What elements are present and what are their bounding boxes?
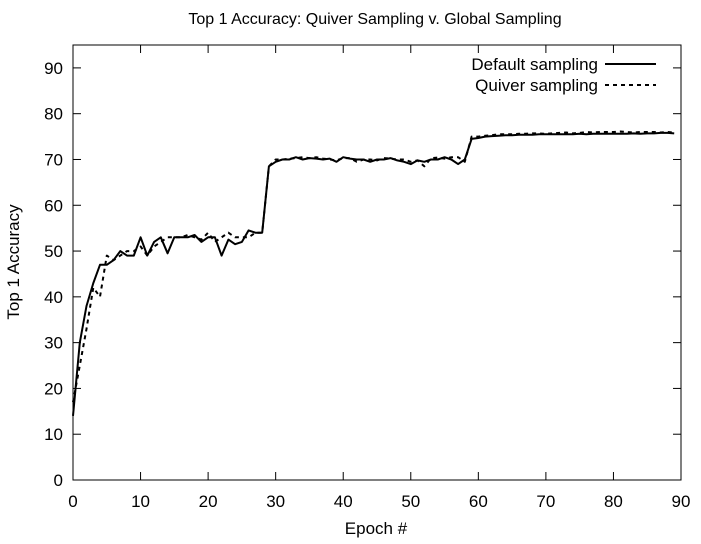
y-tick-label: 20 bbox=[44, 379, 63, 398]
legend-label-quiver: Quiver sampling bbox=[475, 76, 598, 95]
y-tick-label: 80 bbox=[44, 105, 63, 124]
y-tick-label: 60 bbox=[44, 196, 63, 215]
x-tick-label: 40 bbox=[334, 492, 353, 511]
chart-title: Top 1 Accuracy: Quiver Sampling v. Globa… bbox=[188, 11, 561, 28]
legend: Default sampling Quiver sampling bbox=[471, 55, 656, 95]
y-tick-label: 10 bbox=[44, 425, 63, 444]
x-tick-label: 30 bbox=[266, 492, 285, 511]
series-line-default-sampling bbox=[72, 131, 675, 416]
series-layer bbox=[72, 130, 675, 416]
y-tick-label: 30 bbox=[44, 334, 63, 353]
y-tick-label: 70 bbox=[44, 150, 63, 169]
y-tick-label: 50 bbox=[44, 242, 63, 261]
y-tick-label: 90 bbox=[44, 59, 63, 78]
x-tick-label: 10 bbox=[131, 492, 150, 511]
y-axis: 0 10 20 30 40 50 60 70 80 90 bbox=[44, 59, 681, 490]
x-tick-label: 20 bbox=[199, 492, 218, 511]
x-tick-label: 70 bbox=[536, 492, 555, 511]
y-tick-label: 40 bbox=[44, 288, 63, 307]
series-line-quiver-sampling bbox=[72, 130, 675, 403]
x-axis: 0 10 20 30 40 50 60 70 80 90 bbox=[68, 45, 690, 511]
x-tick-label: 90 bbox=[672, 492, 691, 511]
x-tick-label: 0 bbox=[68, 492, 77, 511]
plot-frame bbox=[72, 44, 682, 481]
x-tick-label: 80 bbox=[604, 492, 623, 511]
y-tick-label: 0 bbox=[54, 471, 63, 490]
x-tick-label: 50 bbox=[401, 492, 420, 511]
y-axis-label: Top 1 Accuracy bbox=[4, 204, 23, 320]
x-axis-label: Epoch # bbox=[345, 519, 408, 538]
x-tick-label: 60 bbox=[469, 492, 488, 511]
legend-label-default: Default sampling bbox=[471, 55, 598, 74]
